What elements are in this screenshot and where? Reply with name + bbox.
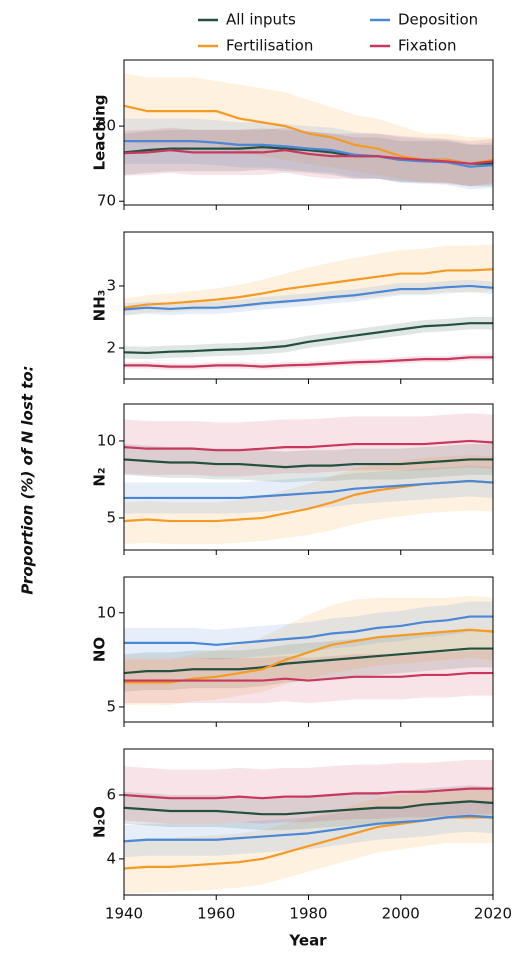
y-tick-label: 5: [106, 508, 116, 526]
x-tick-label: 1960: [197, 905, 235, 923]
series-line: [123, 787, 493, 800]
legend-label: All inputs: [226, 11, 296, 29]
y-tick-label: 3: [106, 276, 116, 294]
y-tick-label: 10: [97, 603, 116, 621]
series-line: [124, 479, 494, 500]
series-line: [123, 149, 494, 165]
x-tick-label: 1980: [289, 905, 327, 923]
y-tick-label: 80: [97, 117, 116, 135]
uncertainty-band: [124, 799, 493, 858]
uncertainty-band: [124, 444, 493, 483]
panel-label: NO: [91, 637, 109, 662]
panel-label: N₂O: [91, 806, 109, 838]
x-tick-label: 2000: [382, 905, 420, 923]
uncertainty-band: [124, 650, 493, 704]
y-tick-label: 10: [97, 431, 116, 449]
series-line: [123, 268, 494, 309]
legend-label: Fertilisation: [226, 37, 313, 55]
series-line: [123, 322, 493, 355]
series-line: [124, 356, 493, 368]
series-line: [123, 800, 494, 816]
y-tick-label: 2: [106, 338, 116, 356]
y-tick-label: 4: [106, 849, 116, 867]
y-tick-label: 6: [106, 786, 116, 804]
uncertainty-band: [124, 465, 493, 514]
uncertainty-band: [124, 785, 493, 831]
series-line: [124, 671, 493, 682]
uncertainty-band: [124, 788, 493, 895]
uncertainty-band: [124, 244, 493, 316]
panel-label: NH₃: [91, 290, 109, 322]
legend-label: Fixation: [398, 37, 457, 55]
series-line: [123, 439, 494, 452]
uncertainty-band: [124, 413, 493, 477]
shared-y-label: Proportion (%) of N lost to:: [19, 365, 37, 594]
x-tick-label: 1940: [105, 905, 143, 923]
series-line: [123, 458, 493, 469]
series-line: [123, 284, 494, 311]
x-axis-label: Year: [288, 932, 327, 950]
y-tick-label: 5: [106, 697, 116, 715]
panel-label: N₂: [91, 467, 109, 486]
series-line: [124, 615, 493, 646]
series-line: [124, 140, 494, 168]
panel-label: Leaching: [91, 95, 109, 171]
x-tick-label: 2020: [474, 905, 512, 923]
uncertainty-band: [124, 316, 493, 360]
series-line: [123, 647, 493, 675]
series-line: [123, 814, 494, 843]
legend-label: Deposition: [398, 11, 478, 29]
y-tick-label: 70: [97, 192, 116, 210]
